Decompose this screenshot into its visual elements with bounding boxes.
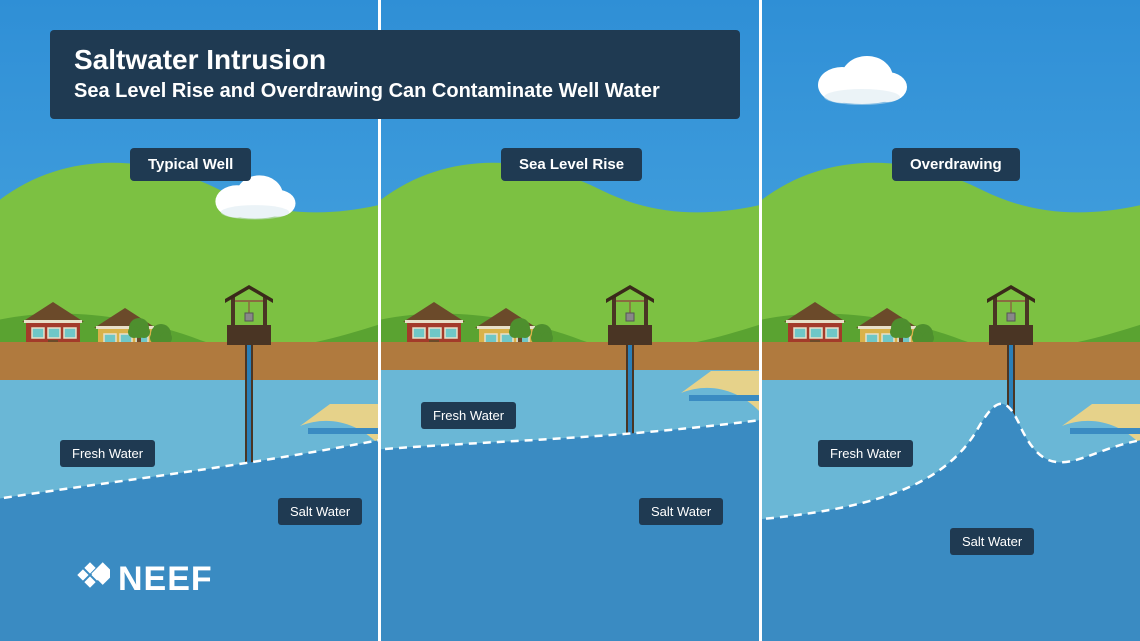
- well-structure: [606, 285, 654, 350]
- neef-logo-text: NEEF: [118, 560, 213, 599]
- panel-overdraw: Overdrawing Fresh Water Salt Water: [762, 0, 1140, 641]
- saltwater-label: Salt Water: [639, 498, 723, 525]
- neef-logo-icon: [70, 555, 110, 604]
- main-title: Saltwater Intrusion: [74, 44, 716, 76]
- sea-surface: [1070, 428, 1140, 434]
- saltwater-label: Salt Water: [950, 528, 1034, 555]
- subtitle: Sea Level Rise and Overdrawing Can Conta…: [74, 80, 716, 103]
- saltwater-layer: [762, 0, 1140, 400]
- panel-label: Sea Level Rise: [501, 148, 642, 181]
- saltwater-label: Salt Water: [278, 498, 362, 525]
- panel-label: Overdrawing: [892, 148, 1020, 181]
- neef-logo: NEEF: [70, 555, 213, 604]
- freshwater-label: Fresh Water: [60, 440, 155, 467]
- well-structure: [987, 285, 1035, 350]
- well-structure: [225, 285, 273, 350]
- freshwater-label: Fresh Water: [818, 440, 913, 467]
- sea-surface: [308, 428, 378, 434]
- freshwater-label: Fresh Water: [421, 402, 516, 429]
- title-banner: Saltwater Intrusion Sea Level Rise and Ov…: [50, 30, 740, 119]
- panel-label: Typical Well: [130, 148, 251, 181]
- sea-surface: [689, 395, 759, 401]
